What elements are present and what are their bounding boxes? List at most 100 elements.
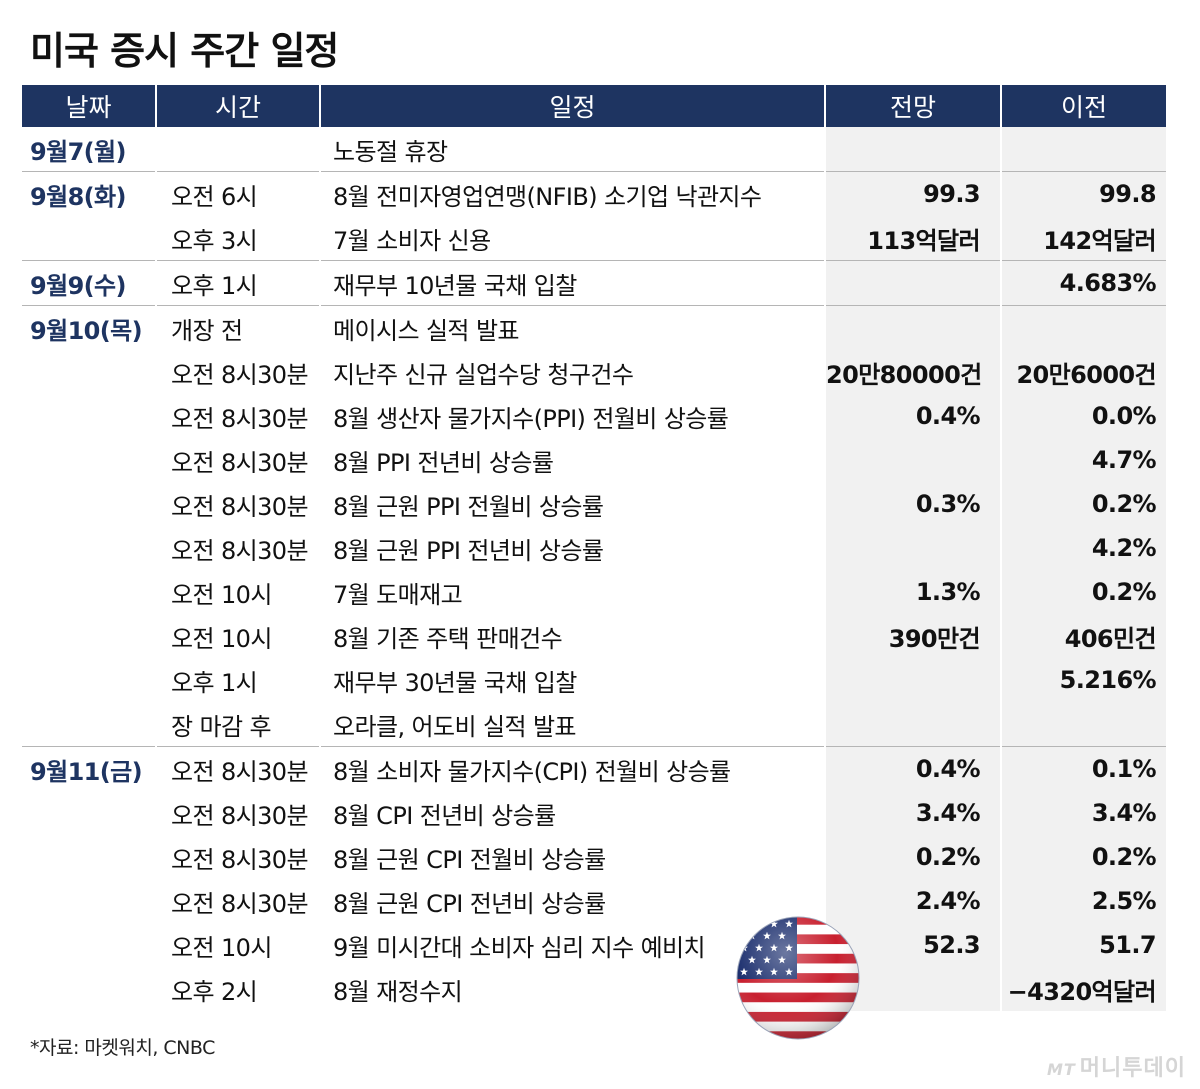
table-row: 오후 2시 8월 재정수지 −4320억달러 xyxy=(22,967,1166,1011)
time-cell: 오전 8시30분 xyxy=(155,746,320,791)
forecast-cell: 20만80000건 xyxy=(824,350,1001,394)
previous-cell: 51.7 xyxy=(1000,923,1166,967)
event-cell: 메이시스 실적 발표 xyxy=(319,305,825,350)
us-flag-icon xyxy=(736,916,860,1040)
forecast-cell xyxy=(824,305,1001,350)
schedule-table: 날짜 시간 일정 전망 이전 9월7(월) 노동절 휴장 9월8(화) 오전 6시 8월… xyxy=(22,85,1166,1011)
forecast-cell: 113억달러 xyxy=(824,216,1001,261)
event-cell: 재무부 30년물 국채 입찰 xyxy=(319,658,825,702)
previous-cell: 3.4% xyxy=(1000,791,1166,835)
date-cell xyxy=(22,350,156,394)
header-time: 시간 xyxy=(155,85,320,127)
date-cell xyxy=(22,835,156,879)
table-row: 오전 8시30분 8월 근원 CPI 전월비 상승률 0.2% 0.2% xyxy=(22,835,1166,879)
time-cell xyxy=(155,127,320,172)
table-row: 9월9(수) 오후 1시 재무부 10년물 국채 입찰 4.683% xyxy=(22,260,1166,306)
table-body: 9월7(월) 노동절 휴장 9월8(화) 오전 6시 8월 전미자영업연맹(NFIB) … xyxy=(22,127,1166,1011)
date-cell: 9월10(목) xyxy=(22,305,156,350)
forecast-cell: 99.3 xyxy=(824,171,1001,216)
previous-cell: 99.8 xyxy=(1000,171,1166,216)
header-previous: 이전 xyxy=(1000,85,1166,127)
table-row: 9월7(월) 노동절 휴장 xyxy=(22,127,1166,172)
time-cell: 오전 6시 xyxy=(155,171,320,216)
previous-cell: 4.683% xyxy=(1000,260,1166,306)
time-cell: 오전 8시30분 xyxy=(155,394,320,438)
event-cell: 노동절 휴장 xyxy=(319,127,825,172)
credit-logo: MT 머니투데이 xyxy=(1047,1050,1186,1082)
page-title: 미국 증시 주간 일정 xyxy=(30,29,339,73)
time-cell: 오전 8시30분 xyxy=(155,879,320,923)
event-cell: 8월 근원 CPI 전월비 상승률 xyxy=(319,835,825,879)
forecast-cell: 1.3% xyxy=(824,570,1001,614)
date-cell xyxy=(22,791,156,835)
table-row: 오전 8시30분 지난주 신규 실업수당 청구건수 20만80000건 20만6000… xyxy=(22,350,1166,394)
table-row: 오후 3시 7월 소비자 신용 113억달러 142억달러 xyxy=(22,216,1166,261)
event-cell: 8월 근원 CPI 전년비 상승률 xyxy=(319,879,825,923)
event-cell: 재무부 10년물 국채 입찰 xyxy=(319,260,825,306)
date-cell xyxy=(22,570,156,614)
table-row: 오전 8시30분 8월 CPI 전년비 상승률 3.4% 3.4% xyxy=(22,791,1166,835)
time-cell: 개장 전 xyxy=(155,305,320,350)
source-footnote: *자료: 마켓워치, CNBC xyxy=(30,1037,215,1059)
forecast-cell: 0.4% xyxy=(824,394,1001,438)
time-cell: 오후 1시 xyxy=(155,260,320,306)
event-cell: 8월 CPI 전년비 상승률 xyxy=(319,791,825,835)
table-row: 오전 8시30분 8월 PPI 전년비 상승률 4.7% xyxy=(22,438,1166,482)
event-cell: 오라클, 어도비 실적 발표 xyxy=(319,702,825,747)
previous-cell xyxy=(1000,127,1166,172)
time-cell: 오전 10시 xyxy=(155,923,320,967)
event-cell: 8월 근원 PPI 전월비 상승률 xyxy=(319,482,825,526)
date-cell xyxy=(22,394,156,438)
forecast-cell xyxy=(824,127,1001,172)
forecast-cell: 3.4% xyxy=(824,791,1001,835)
table-row: 오전 8시30분 8월 근원 PPI 전월비 상승률 0.3% 0.2% xyxy=(22,482,1166,526)
time-cell: 오후 2시 xyxy=(155,967,320,1011)
table-row: 9월10(목) 개장 전 메이시스 실적 발표 xyxy=(22,305,1166,350)
table-row: 오전 8시30분 8월 근원 CPI 전년비 상승률 2.4% 2.5% xyxy=(22,879,1166,923)
forecast-cell xyxy=(824,438,1001,482)
date-cell xyxy=(22,614,156,658)
forecast-cell: 0.2% xyxy=(824,835,1001,879)
header-date: 날짜 xyxy=(22,85,156,127)
time-cell: 오전 8시30분 xyxy=(155,350,320,394)
previous-cell: 20만6000건 xyxy=(1000,350,1166,394)
time-cell: 오후 1시 xyxy=(155,658,320,702)
time-cell: 오전 10시 xyxy=(155,614,320,658)
date-cell: 9월7(월) xyxy=(30,137,127,166)
date-cell xyxy=(22,526,156,570)
header-forecast: 전망 xyxy=(824,85,1001,127)
previous-cell: 5.216% xyxy=(1000,658,1166,702)
event-cell: 7월 소비자 신용 xyxy=(319,216,825,261)
table-row: 9월8(화) 오전 6시 8월 전미자영업연맹(NFIB) 소기업 낙관지수 99.3… xyxy=(22,171,1166,216)
date-cell xyxy=(22,967,156,1011)
date-cell xyxy=(22,879,156,923)
previous-cell: −4320억달러 xyxy=(1000,967,1166,1011)
previous-cell: 2.5% xyxy=(1000,879,1166,923)
previous-cell: 0.2% xyxy=(1000,835,1166,879)
date-cell xyxy=(22,923,156,967)
date-cell xyxy=(22,482,156,526)
forecast-cell xyxy=(824,260,1001,306)
forecast-cell xyxy=(824,526,1001,570)
date-cell: 9월8(화) xyxy=(22,171,156,216)
date-cell xyxy=(22,438,156,482)
date-cell xyxy=(22,702,156,747)
time-cell: 오전 10시 xyxy=(155,570,320,614)
time-cell: 장 마감 후 xyxy=(155,702,320,747)
forecast-cell xyxy=(824,658,1001,702)
date-cell: 9월9(수) xyxy=(22,260,156,306)
table-row: 장 마감 후 오라클, 어도비 실적 발표 xyxy=(22,702,1166,747)
forecast-cell: 390만건 xyxy=(824,614,1001,658)
table-row: 오전 10시 7월 도매재고 1.3% 0.2% xyxy=(22,570,1166,614)
forecast-cell: 0.3% xyxy=(824,482,1001,526)
time-cell: 오전 8시30분 xyxy=(155,438,320,482)
date-cell xyxy=(22,658,156,702)
table-row: 오전 10시 8월 기존 주택 판매건수 390만건 406민건 xyxy=(22,614,1166,658)
forecast-cell: 2.4% xyxy=(824,879,1001,923)
date-cell xyxy=(22,216,156,261)
table-row: 오전 8시30분 8월 생산자 물가지수(PPI) 전월비 상승률 0.4% 0.0% xyxy=(22,394,1166,438)
time-cell: 오후 3시 xyxy=(155,216,320,261)
date-cell: 9월11(금) xyxy=(22,746,156,791)
table-row: 9월11(금) 오전 8시30분 8월 소비자 물가지수(CPI) 전월비 상승률 0… xyxy=(22,746,1166,791)
time-cell: 오전 8시30분 xyxy=(155,791,320,835)
